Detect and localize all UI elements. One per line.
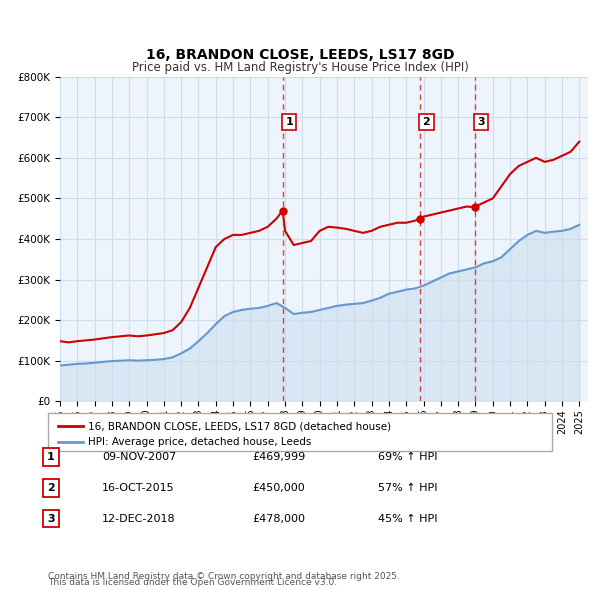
Text: Contains HM Land Registry data © Crown copyright and database right 2025.: Contains HM Land Registry data © Crown c… xyxy=(48,572,400,581)
FancyBboxPatch shape xyxy=(48,413,552,451)
Text: 3: 3 xyxy=(47,514,55,523)
Text: 45% ↑ HPI: 45% ↑ HPI xyxy=(378,514,437,523)
Text: £478,000: £478,000 xyxy=(252,514,305,523)
Text: 69% ↑ HPI: 69% ↑ HPI xyxy=(378,453,437,462)
Text: 2: 2 xyxy=(47,483,55,493)
Text: 2: 2 xyxy=(422,117,430,127)
Text: HPI: Average price, detached house, Leeds: HPI: Average price, detached house, Leed… xyxy=(88,437,311,447)
Text: 16-OCT-2015: 16-OCT-2015 xyxy=(102,483,175,493)
Text: 16, BRANDON CLOSE, LEEDS, LS17 8GD: 16, BRANDON CLOSE, LEEDS, LS17 8GD xyxy=(146,48,454,62)
Text: 16, BRANDON CLOSE, LEEDS, LS17 8GD (detached house): 16, BRANDON CLOSE, LEEDS, LS17 8GD (deta… xyxy=(88,421,391,431)
Text: 12-DEC-2018: 12-DEC-2018 xyxy=(102,514,176,523)
Text: 1: 1 xyxy=(47,453,55,462)
Text: £450,000: £450,000 xyxy=(252,483,305,493)
Text: 09-NOV-2007: 09-NOV-2007 xyxy=(102,453,176,462)
Text: 3: 3 xyxy=(477,117,485,127)
Text: This data is licensed under the Open Government Licence v3.0.: This data is licensed under the Open Gov… xyxy=(48,578,337,587)
Text: 57% ↑ HPI: 57% ↑ HPI xyxy=(378,483,437,493)
Text: Price paid vs. HM Land Registry's House Price Index (HPI): Price paid vs. HM Land Registry's House … xyxy=(131,61,469,74)
Text: £469,999: £469,999 xyxy=(252,453,305,462)
Text: 1: 1 xyxy=(285,117,293,127)
